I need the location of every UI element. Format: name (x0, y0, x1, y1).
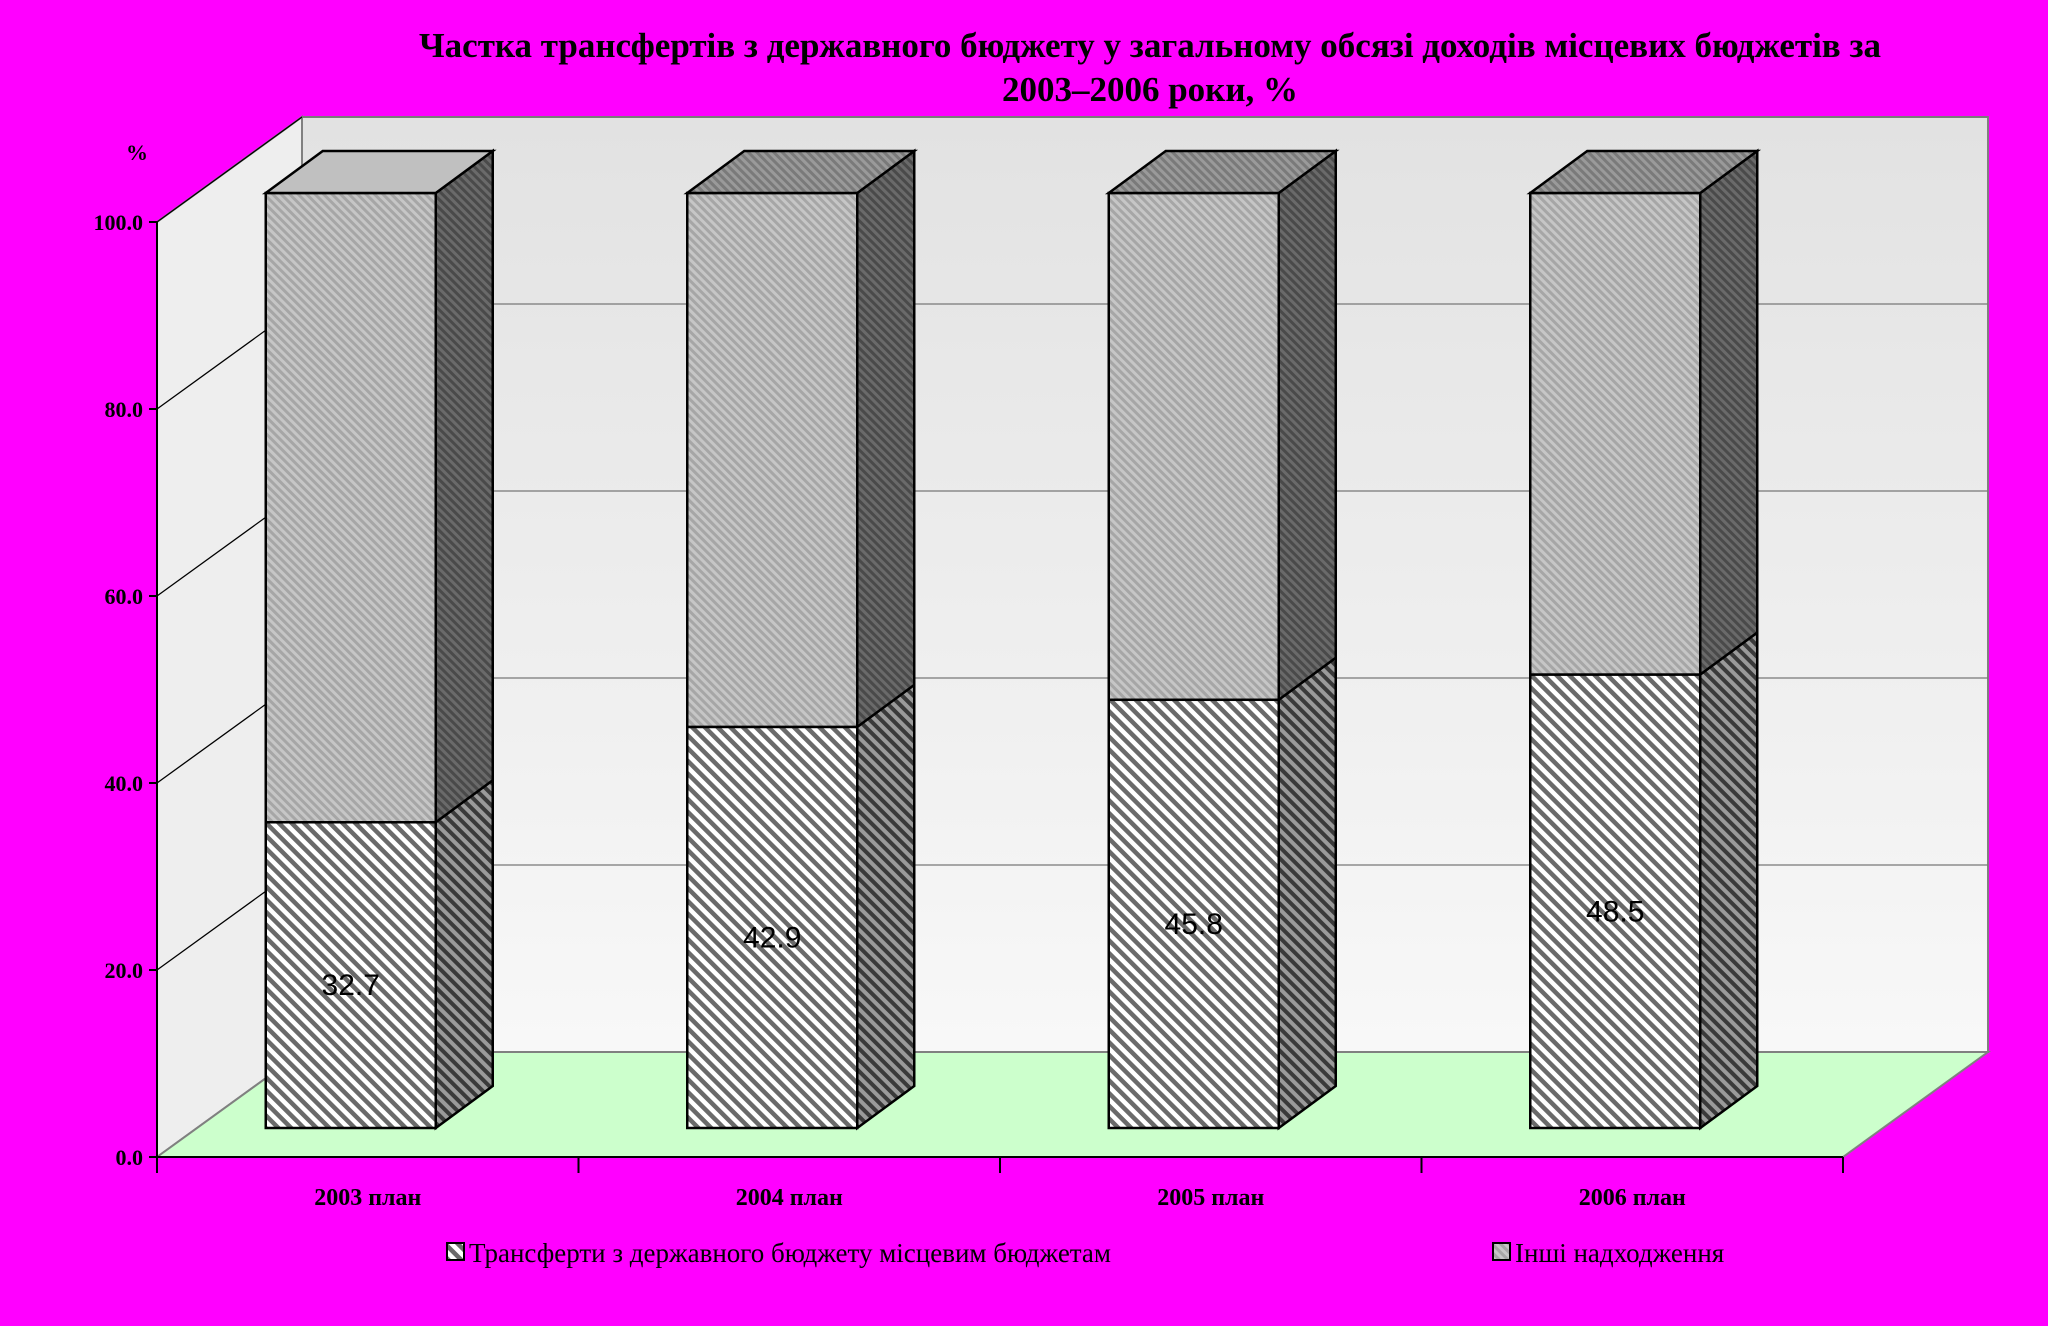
legend-swatch (446, 1242, 465, 1261)
bar-top (1526, 149, 1762, 195)
bar-other (686, 191, 859, 729)
bar-stack (683, 148, 919, 1131)
bar-transfers-side (1699, 630, 1759, 1131)
bar-top (683, 149, 919, 195)
bar-other (264, 191, 437, 824)
bar-other (1107, 191, 1280, 702)
bar-stack (261, 148, 497, 1131)
bar-transfers-side (856, 682, 916, 1131)
bar-stack (1104, 148, 1340, 1131)
bar-transfers-side (434, 777, 494, 1131)
xtick-label: 2005 план (1157, 1185, 1264, 1211)
bar-top (261, 149, 497, 195)
xtick-label: 2006 план (1579, 1185, 1686, 1211)
xtick-label: 2004 план (736, 1185, 843, 1211)
data-label: 48.5 (1586, 895, 1644, 928)
chart-title-line-1: Частка трансфертів з державного бюджету … (418, 26, 1882, 65)
bar-transfers (264, 821, 437, 1130)
xtick-label: 2003 план (314, 1185, 421, 1211)
ytick-label: 20.0 (105, 958, 144, 983)
ytick-label: 40.0 (105, 771, 144, 796)
bar-other (1529, 191, 1702, 676)
bar-other-side (434, 148, 494, 825)
bar-stack (1526, 148, 1762, 1131)
data-label: 32.7 (322, 969, 380, 1002)
legend-label: Інші надходження (1515, 1238, 1724, 1268)
bar-other-side (856, 148, 916, 730)
legend-swatch (1492, 1242, 1511, 1261)
bar-transfers (686, 725, 859, 1130)
bar-other-side (1277, 148, 1337, 703)
bar-other-side (1699, 148, 1759, 677)
bar-transfers-side (1277, 655, 1337, 1131)
ytick-label: 60.0 (105, 584, 144, 609)
ytick-label: 100.0 (94, 210, 144, 235)
legend-label: Трансферти з державного бюджету місцевим… (469, 1238, 1111, 1268)
y-axis-label: % (126, 140, 148, 165)
ytick-label: 80.0 (105, 397, 144, 422)
ytick-label: 0.0 (116, 1145, 144, 1170)
gridline-side (156, 116, 303, 223)
chart-title-line-2: 2003–2006 роки, % (1001, 70, 1299, 109)
bar-transfers (1107, 698, 1280, 1130)
bar-top (1104, 149, 1340, 195)
data-label: 42.9 (743, 921, 801, 954)
data-label: 45.8 (1165, 908, 1223, 941)
